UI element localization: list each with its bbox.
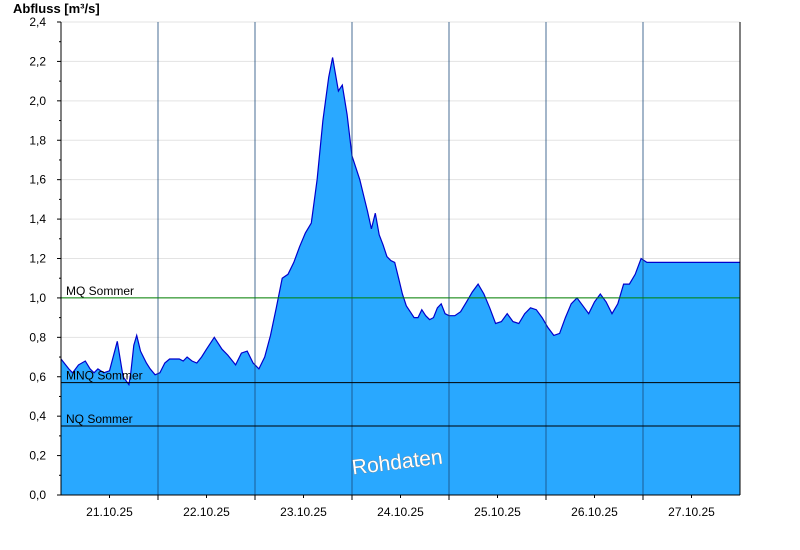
y-tick-label: 0,2: [29, 449, 46, 463]
y-tick-label: 0,8: [29, 330, 46, 344]
reference-label: NQ Sommer: [66, 412, 133, 426]
x-tick-labels: 21.10.25 22.10.25 23.10.25 24.10.25 25.10.25…: [86, 505, 715, 519]
x-tick-label: 23.10.25: [280, 505, 327, 519]
reference-lines: MQ Sommer MNQ Sommer NQ Sommer: [61, 284, 740, 427]
reference-label: MQ Sommer: [66, 284, 134, 298]
x-tick-label: 24.10.25: [377, 505, 424, 519]
y-tick-label: 1,2: [29, 252, 46, 266]
x-tick-label: 21.10.25: [86, 505, 133, 519]
discharge-area: [61, 57, 740, 495]
y-tick-label: 1,0: [29, 291, 46, 305]
y-tick-label: 0,6: [29, 370, 46, 384]
y-tick-label: 0,0: [29, 488, 46, 502]
day-separator-lines: [157, 22, 644, 495]
x-tick-label: 26.10.25: [571, 505, 618, 519]
y-axis-label: Abfluss [m³/s]: [13, 1, 100, 16]
reference-label: MNQ Sommer: [66, 369, 143, 383]
x-tick-label: 22.10.25: [183, 505, 230, 519]
axes: [57, 21, 741, 500]
y-tick-label: 1,6: [29, 173, 46, 187]
y-tick-label: 1,8: [29, 133, 46, 147]
y-tick-labels: 0,0 0,2 0,4 0,6 0,8 1,0 1,2 1,4 1,6 1,8 2,0 2,2 2,4: [29, 15, 46, 502]
x-tick-label: 25.10.25: [474, 505, 521, 519]
y-tick-label: 1,4: [29, 212, 46, 226]
y-tick-label: 0,4: [29, 409, 46, 423]
y-tick-label: 2,4: [29, 15, 46, 29]
y-tick-label: 2,2: [29, 54, 46, 68]
y-tick-label: 2,0: [29, 94, 46, 108]
discharge-line: [60, 57, 740, 387]
x-tick-label: 27.10.25: [668, 505, 715, 519]
